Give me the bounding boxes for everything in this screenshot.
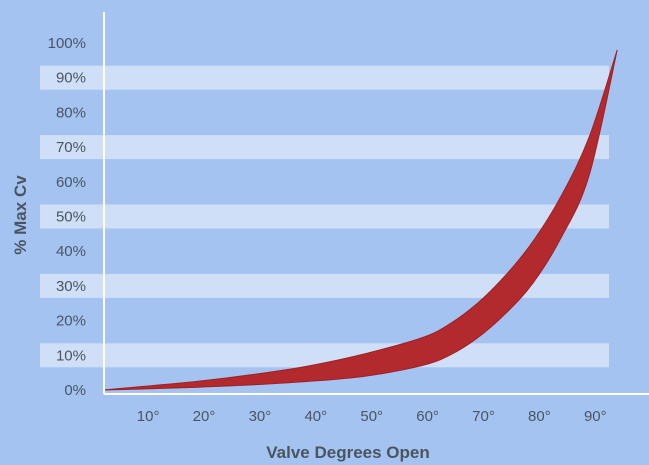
y-tick-label: 0% <box>64 382 86 399</box>
y-tick-label: 60% <box>56 174 86 191</box>
x-tick-label: 70° <box>472 408 495 425</box>
y-tick-label: 70% <box>56 139 86 156</box>
x-axis-title: Valve Degrees Open <box>266 443 429 462</box>
y-tick-label: 90% <box>56 70 86 87</box>
y-axis-title: % Max Cv <box>11 175 30 255</box>
grid-band-70 <box>40 135 609 160</box>
x-tick-label: 50° <box>360 408 383 425</box>
y-tick-labels: 0% 10% 20% 30% 40% 50% 60% 70% 80% 90% 100% <box>48 35 86 399</box>
y-tick-label: 50% <box>56 209 86 226</box>
y-tick-label: 40% <box>56 243 86 260</box>
x-tick-labels: 10° 20° 30° 40° 50° 60° 70° 80° 90° <box>137 408 607 425</box>
y-tick-label: 100% <box>48 35 86 52</box>
grid-band-50 <box>40 204 609 229</box>
y-tick-label: 30% <box>56 278 86 295</box>
x-tick-label: 40° <box>304 408 327 425</box>
grid-band-90 <box>40 65 609 90</box>
x-tick-label: 60° <box>416 408 439 425</box>
x-tick-label: 30° <box>249 408 272 425</box>
x-tick-label: 80° <box>528 408 551 425</box>
x-tick-label: 10° <box>137 408 160 425</box>
y-tick-label: 20% <box>56 313 86 330</box>
x-tick-label: 90° <box>584 408 607 425</box>
grid-bands <box>40 65 609 368</box>
cv-range-area <box>102 49 618 391</box>
x-tick-label: 20° <box>193 408 216 425</box>
y-tick-label: 10% <box>56 347 86 364</box>
y-tick-label: 80% <box>56 104 86 121</box>
